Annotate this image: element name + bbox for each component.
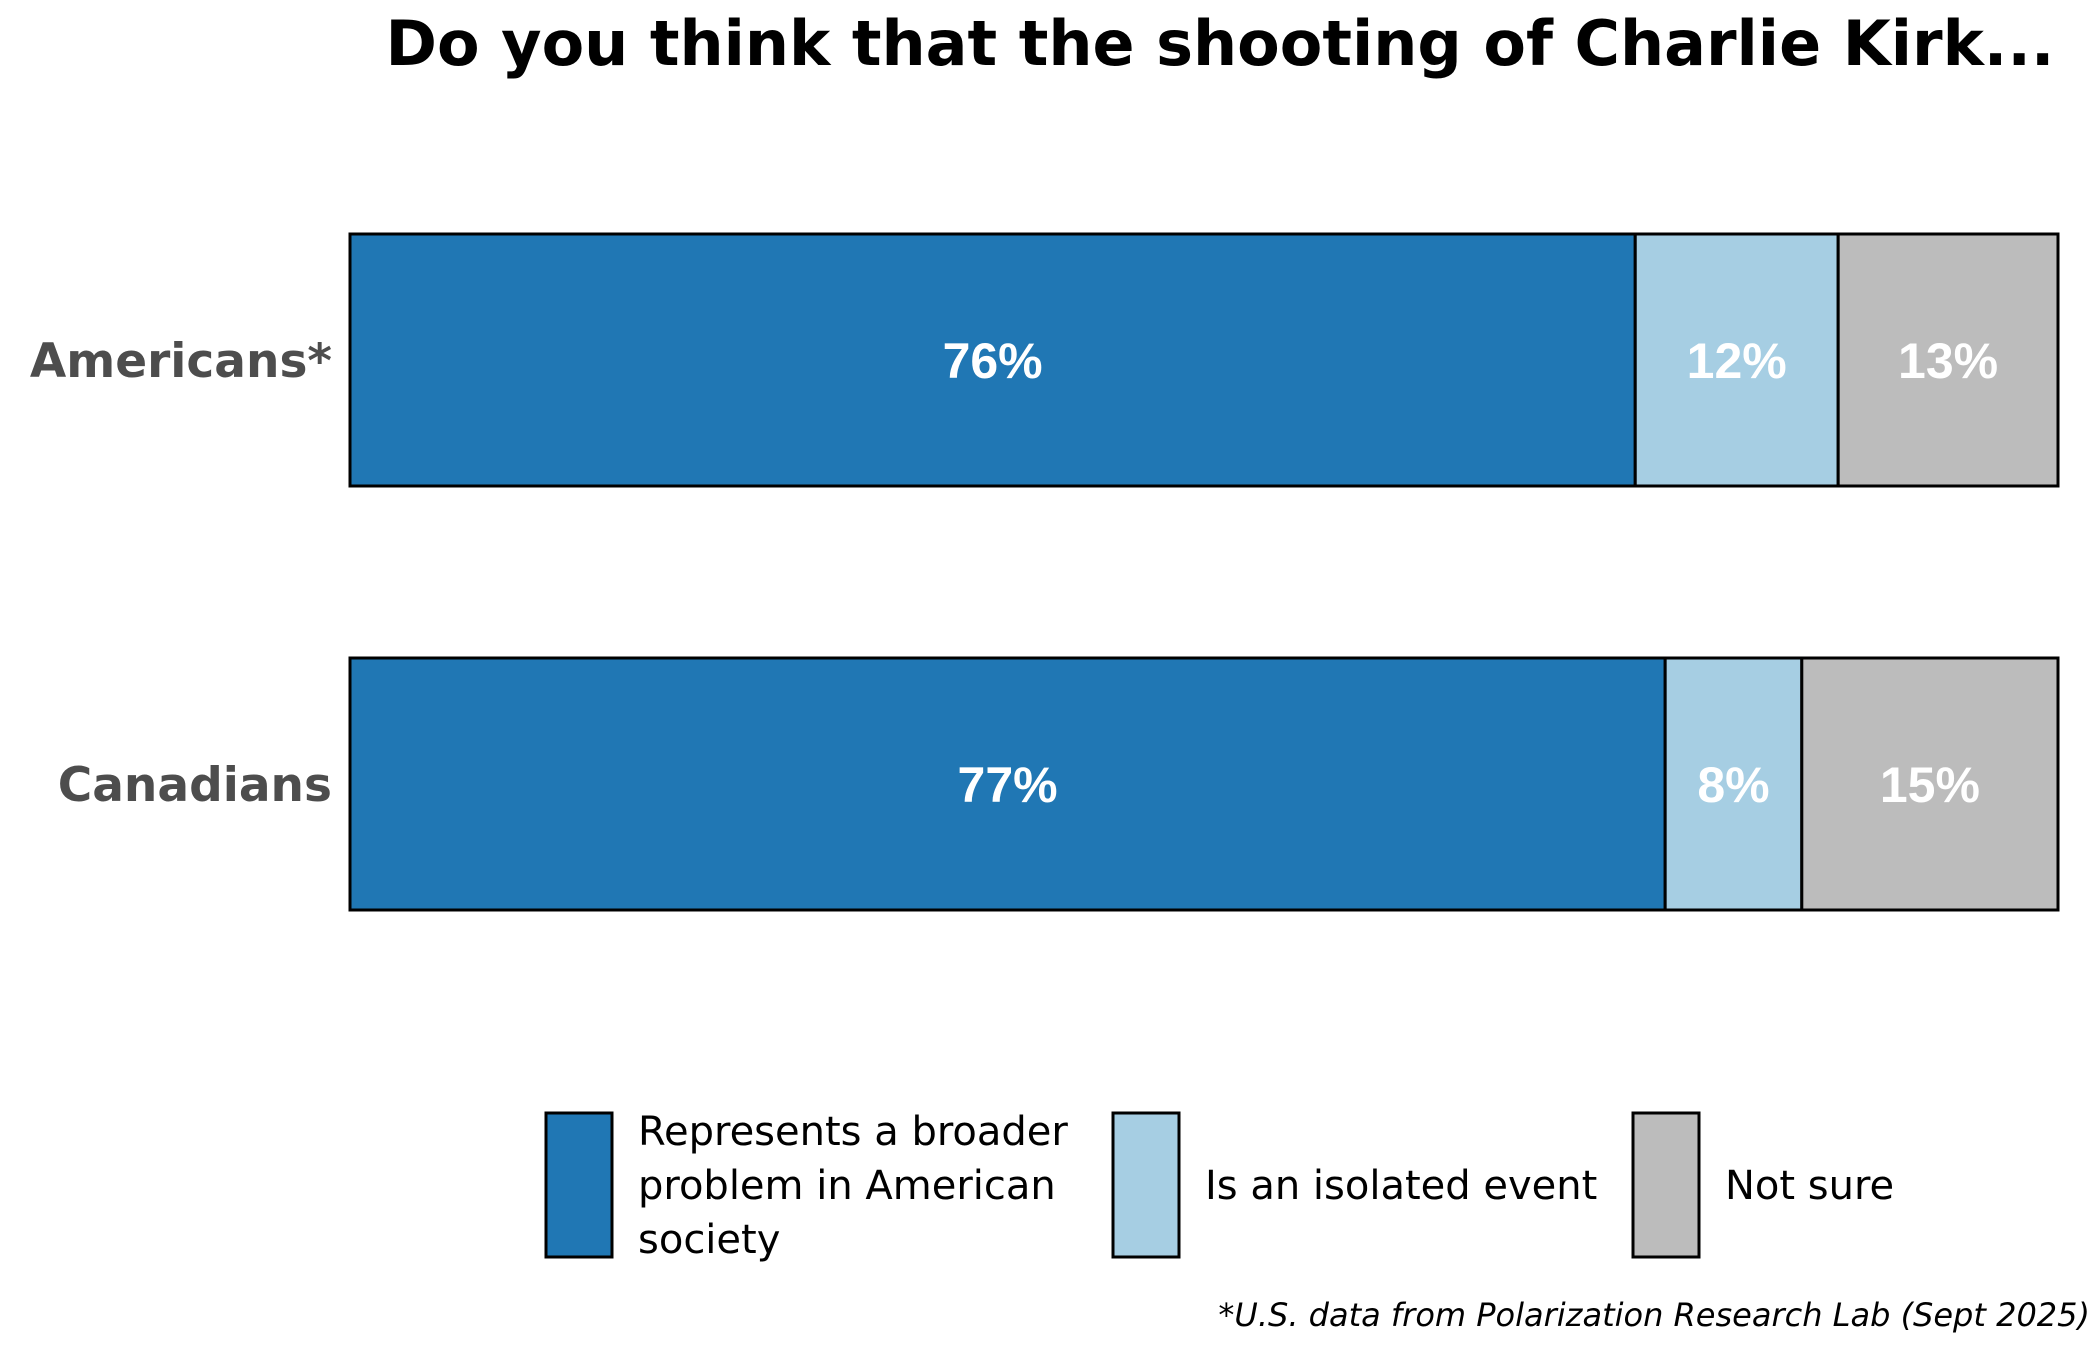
category-label: Canadians bbox=[58, 758, 332, 813]
segment-value-label: 77% bbox=[958, 757, 1058, 813]
bars-group: Americans* 76% 12% 13% Canadians 77% 8% 15% bbox=[30, 232, 2060, 912]
category-label: Americans* bbox=[30, 334, 332, 389]
legend-swatch bbox=[1631, 1111, 1701, 1259]
segment-value-label: 13% bbox=[1898, 333, 1998, 389]
chart-title: Do you think that the shooting of Charli… bbox=[386, 7, 2055, 80]
footnote: *U.S. data from Polarization Research La… bbox=[1218, 1296, 2090, 1334]
legend-swatch bbox=[544, 1111, 614, 1259]
legend: Represents a broader problem in American s… bbox=[544, 1109, 1894, 1263]
segment-value-label: 8% bbox=[1697, 757, 1769, 813]
segment-value-label: 76% bbox=[943, 333, 1043, 389]
bar-segment bbox=[1663, 656, 1804, 912]
bar-segment bbox=[1836, 232, 2060, 488]
bar-segment bbox=[1633, 232, 1840, 488]
bar-segment bbox=[1800, 656, 2060, 912]
legend-label: Is an isolated event bbox=[1205, 1163, 1597, 1209]
legend-label: Not sure bbox=[1725, 1163, 1894, 1209]
legend-swatch bbox=[1111, 1111, 1181, 1259]
segment-value-label: 15% bbox=[1880, 757, 1980, 813]
bar-segment bbox=[348, 232, 1637, 488]
segment-value-label: 12% bbox=[1687, 333, 1787, 389]
bar-segment bbox=[348, 656, 1667, 912]
legend-label: Represents a broader problem in American s… bbox=[638, 1109, 1068, 1263]
